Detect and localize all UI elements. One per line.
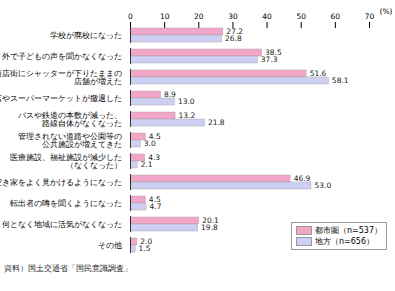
svg-text:2.1: 2.1 [141, 160, 153, 169]
svg-text:0: 0 [128, 12, 133, 21]
svg-text:46.9: 46.9 [294, 174, 311, 183]
svg-text:医療施設、福祉施設が減少した（なくなった）: 医療施設、福祉施設が減少した（なくなった） [10, 153, 122, 170]
svg-text:転出者の噂を聞くようになった: 転出者の噂を聞くようになった [10, 199, 122, 208]
svg-text:2.0: 2.0 [140, 237, 153, 247]
svg-text:学校が廃校になった: 学校が廃校になった [50, 31, 122, 40]
svg-text:管理されない道路や公園等の公共施設が増えてきた: 管理されない道路や公園等の公共施設が増えてきた [18, 132, 122, 149]
svg-text:38.5: 38.5 [265, 48, 282, 58]
svg-text:51.6: 51.6 [310, 69, 327, 78]
svg-text:百貨店やスーパーマーケットが撤退した: 百貨店やスーパーマーケットが撤退した [0, 94, 122, 103]
svg-text:13.2: 13.2 [179, 111, 196, 120]
svg-text:20: 20 [194, 12, 204, 21]
svg-text:商店街にシャッターが下りたままの店舗が増えた: 商店街にシャッターが下りたままの店舗が増えた [0, 69, 122, 86]
svg-text:4.7: 4.7 [150, 202, 162, 211]
svg-text:(%): (%) [380, 7, 393, 16]
svg-text:何となく地域に活気がなくなった: 何となく地域に活気がなくなった [2, 220, 122, 229]
svg-text:3.0: 3.0 [144, 139, 156, 148]
html-text:都市圏（n=537）: 都市圏（n=537） [315, 226, 382, 235]
svg-text:70: 70 [365, 12, 375, 21]
svg-text:バスや鉄道の本数が減った、路線自体がなくなった: バスや鉄道の本数が減った、路線自体がなくなった [17, 111, 122, 128]
svg-text:37.3: 37.3 [261, 55, 278, 64]
svg-text:53.0: 53.0 [314, 181, 331, 190]
svg-text:4.3: 4.3 [148, 153, 161, 163]
svg-text:その他: その他 [98, 241, 122, 250]
svg-text:8.9: 8.9 [164, 90, 176, 99]
html-text:地方（n=656）: 地方（n=656） [315, 237, 374, 246]
svg-text:26.8: 26.8 [225, 34, 242, 43]
svg-text:40: 40 [262, 12, 272, 21]
html-text:資料）国土交通省「国民意識調査」: 資料）国土交通省「国民意識調査」 [4, 264, 132, 273]
svg-text:4.5: 4.5 [148, 132, 161, 142]
svg-text:外で子どもの声を聞かなくなった: 外で子どもの声を聞かなくなった [2, 52, 122, 61]
svg-text:30: 30 [228, 12, 238, 21]
svg-text:1.5: 1.5 [139, 244, 151, 253]
svg-text:20.1: 20.1 [202, 216, 219, 226]
svg-text:21.8: 21.8 [208, 118, 225, 127]
svg-text:19.8: 19.8 [201, 223, 218, 232]
svg-text:空き家をよく見かけるようになった: 空き家をよく見かけるようになった [0, 178, 122, 187]
svg-text:13.0: 13.0 [178, 97, 195, 106]
svg-text:60: 60 [331, 12, 341, 21]
svg-text:10: 10 [160, 12, 170, 21]
svg-text:58.1: 58.1 [332, 76, 349, 85]
svg-text:4.5: 4.5 [148, 195, 161, 205]
svg-text:50: 50 [296, 12, 306, 21]
svg-text:27.2: 27.2 [226, 27, 244, 37]
